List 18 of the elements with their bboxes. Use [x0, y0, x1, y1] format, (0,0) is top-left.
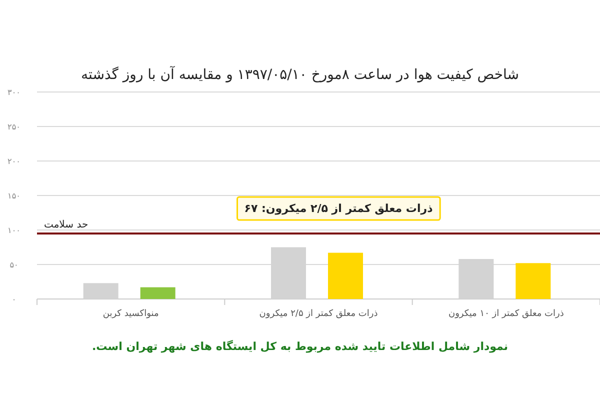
y-tick-label: ۲۵۰ [8, 122, 20, 132]
chart-title: شاخص کیفیت هوا در ساعت ۸مورخ ۱۳۹۷/۰۵/۱۰ و مقایسه آن با روز گذشته [81, 65, 519, 83]
y-tick-label: ۵۰ [10, 260, 18, 270]
tooltip: ذرات معلق کمتر از ۲/۵ میکرون: ۶۷ [236, 196, 441, 221]
x-tick-label: ذرات معلق کمتر از ۱۰ میکرون [448, 309, 564, 319]
bar [140, 287, 176, 299]
x-tick-label: منواکسید کربن [102, 309, 159, 319]
bar [516, 263, 551, 299]
bar [328, 252, 363, 299]
text: نمودار شامل اطلاعات تایید شده مربوط به کل ایستگاه های شهر تهران است. [92, 340, 508, 353]
y-tick-label: ۱۵۰ [8, 192, 20, 200]
y-tick-label: ۱۰۰ [8, 226, 20, 235]
y-tick-label: ۲۰۰ [8, 157, 20, 166]
y-tick-label: ۰ [12, 295, 16, 304]
ref-line-label: حد سلامت [44, 219, 88, 230]
x-tick-label: ذرات معلق کمتر از ۲/۵ میکرون [259, 309, 378, 319]
annotation: ذرات معلق کمتر از ۲/۵ میکرون: ۶۷ [244, 202, 434, 215]
y-tick-label: ۳۰۰ [8, 88, 20, 97]
